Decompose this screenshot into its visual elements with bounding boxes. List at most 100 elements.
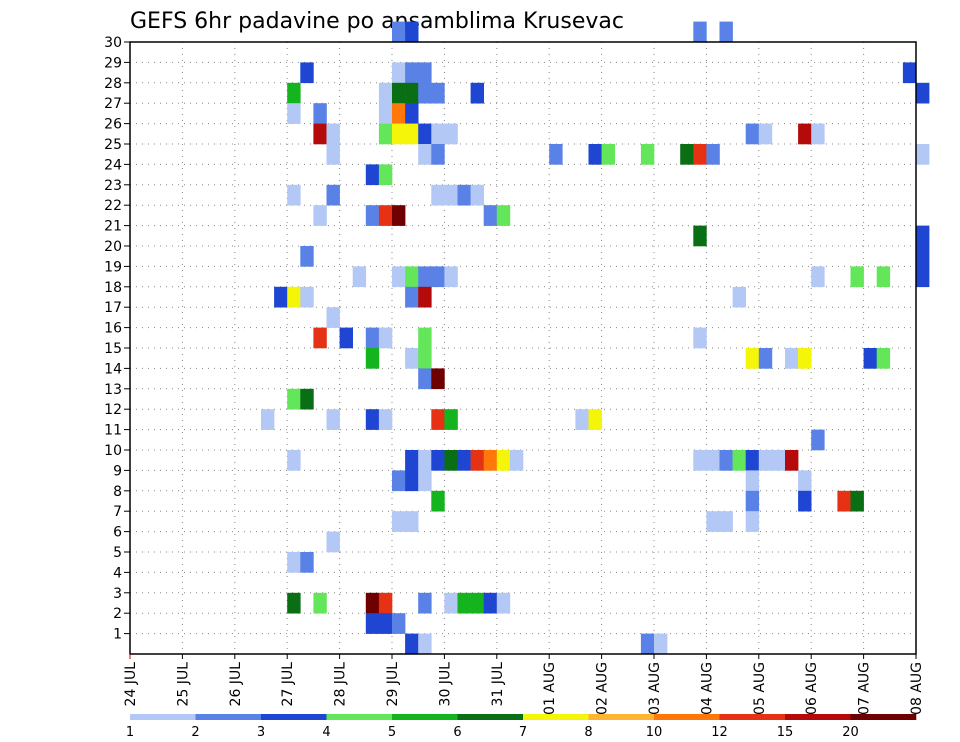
precip-cell (693, 327, 707, 349)
precip-cell (431, 266, 445, 288)
legend-label: 7 (519, 725, 527, 740)
y-axis: 1234567891011121314151617181920212223242… (104, 35, 130, 643)
precip-cell (640, 144, 655, 165)
precip-cell (418, 633, 432, 655)
y-tick-label: 22 (104, 198, 122, 214)
precip-cell (378, 205, 393, 226)
precip-cell (693, 225, 707, 247)
precip-cell (418, 368, 432, 390)
precip-cell (392, 613, 406, 634)
precip-cell (418, 82, 432, 104)
precip-cell (405, 62, 419, 84)
precip-cell (509, 450, 524, 471)
precip-cell (654, 633, 668, 655)
x-axis: 24 JUL 25 JUL 26 JUL 27 JUL 28 JUL 29 JUL 30 J… (123, 654, 925, 715)
precip-cell (431, 450, 445, 471)
y-tick-label: 5 (113, 545, 122, 561)
precip-cell (339, 327, 353, 349)
precip-cell (405, 470, 419, 492)
precip-cell (798, 490, 812, 512)
precip-cell (457, 184, 471, 206)
precip-cell (470, 450, 484, 471)
y-tick-label: 4 (113, 565, 122, 581)
y-tick-label: 21 (104, 219, 122, 235)
y-tick-label: 28 (104, 76, 122, 92)
precip-cell (916, 246, 930, 267)
precip-cell (405, 286, 419, 308)
precip-cell (300, 552, 314, 573)
precip-cell (916, 266, 930, 288)
precip-cell (392, 205, 406, 226)
precip-cell (287, 82, 301, 104)
precip-cell (365, 592, 380, 614)
x-tick-label: 02 AUG (595, 662, 611, 715)
precip-cell (326, 409, 340, 430)
precip-cell (313, 592, 327, 614)
precip-cell (287, 286, 301, 308)
precip-cell (863, 348, 877, 369)
precip-cell (444, 184, 458, 206)
legend-label: 3 (257, 725, 265, 740)
precip-cell (405, 266, 419, 288)
precip-cell (811, 123, 825, 145)
y-tick-label: 13 (104, 382, 122, 398)
precip-cell (392, 123, 406, 145)
precip-cell (640, 633, 655, 655)
legend-swatch (654, 714, 720, 720)
precip-cell (418, 450, 432, 471)
precip-cell (326, 307, 340, 328)
precip-cell (431, 82, 445, 104)
precip-cell (916, 82, 930, 104)
x-tick-label: 31 JUL (490, 662, 506, 707)
precip-cell (588, 144, 602, 165)
precip-cell (745, 470, 760, 492)
precip-cell (378, 327, 393, 349)
precip-cell (706, 450, 720, 471)
precip-cell (352, 266, 367, 288)
precip-cell (365, 164, 380, 186)
precip-cell (483, 592, 498, 614)
legend-label: 4 (322, 725, 330, 740)
precip-cell (706, 144, 720, 165)
precip-cell (798, 470, 812, 492)
x-tick-label: 08 AUG (909, 662, 925, 715)
precip-cell (392, 511, 406, 532)
precip-cell (693, 21, 707, 43)
precip-cell (719, 511, 733, 532)
x-tick-label: 30 JUL (437, 662, 453, 707)
precip-cell (771, 450, 786, 471)
precip-cell (431, 368, 445, 390)
precip-cell (405, 511, 419, 532)
precip-cell (365, 613, 380, 634)
precip-cell (300, 286, 314, 308)
legend-swatch (130, 714, 196, 720)
precip-cell (418, 123, 432, 145)
precip-cell (496, 450, 511, 471)
x-tick-label: 07 AUG (857, 662, 873, 715)
precip-cell (745, 123, 760, 145)
y-tick-label: 10 (104, 443, 122, 459)
precip-cell (444, 450, 458, 471)
precip-cell (745, 490, 760, 512)
precip-cell (431, 123, 445, 145)
precip-cell (392, 470, 406, 492)
y-tick-label: 15 (104, 341, 122, 357)
precip-cell (444, 592, 458, 614)
legend-swatch (326, 714, 393, 720)
precip-cell (745, 511, 760, 532)
precip-cell (378, 613, 393, 634)
legend-swatch (588, 714, 655, 720)
precip-cell (876, 348, 891, 369)
legend-swatch (195, 714, 262, 720)
legend-swatch (523, 714, 589, 720)
precip-cell (326, 531, 340, 553)
precip-cell (470, 184, 484, 206)
y-tick-label: 9 (113, 463, 122, 479)
precip-cell (378, 164, 393, 186)
precip-cell (483, 450, 498, 471)
precip-cell (365, 409, 380, 430)
legend-label: 20 (842, 725, 859, 740)
precip-cell (431, 144, 445, 165)
x-tick-label: 27 JUL (280, 662, 296, 707)
precip-cell (719, 450, 733, 471)
